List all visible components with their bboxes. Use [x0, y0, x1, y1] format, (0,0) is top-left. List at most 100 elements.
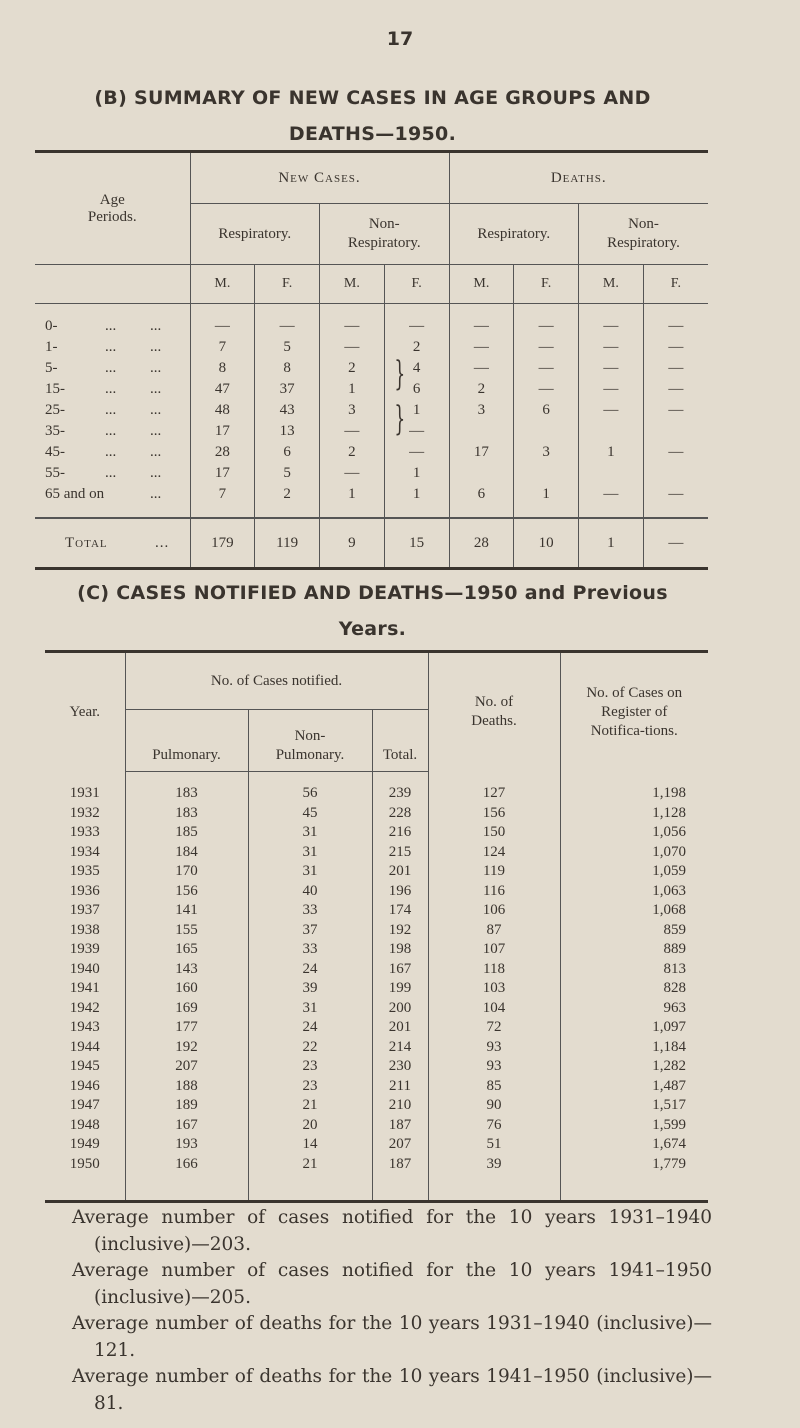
year-cell: 1940 [69, 960, 100, 977]
cell: — [642, 484, 708, 505]
cell: — [642, 379, 708, 400]
deaths-cell: 127 [427, 784, 560, 804]
non-pulmonary-cell: 31 [247, 862, 372, 882]
year-cell: 1937 [69, 902, 100, 918]
header-blank [35, 264, 190, 304]
table-row: 1-...... 7 5—2— — — — [35, 337, 708, 358]
age-period: 1-...... [35, 337, 190, 358]
register-cell: 1,059 [559, 862, 708, 882]
pulmonary-cell: 183 [124, 784, 248, 804]
cell: 8 [189, 358, 255, 379]
table-row: 1932 183 45 228 156 1,128 [45, 803, 708, 823]
cell: 6 [383, 379, 449, 400]
section-b-title: (B) SUMMARY OF NEW CASES IN AGE GROUPS A… [35, 80, 710, 152]
total-cell: 196 [371, 881, 428, 901]
cell: — [448, 337, 514, 358]
total-cell: 167 [371, 959, 428, 979]
cell: 6 [448, 484, 514, 505]
total-cell: 192 [371, 920, 428, 940]
register-cell: 1,128 [559, 803, 708, 823]
table-row: 1936 156 40 196 116 1,063 [45, 881, 708, 901]
cell: 48 [189, 400, 255, 421]
header-non-pulmonary: Non-Pulmonary. [247, 709, 372, 772]
header-m: M. [189, 264, 255, 304]
cases-notified-table: Year. No. of Cases notified. No. of Deat… [45, 650, 708, 1203]
header-respiratory: Respiratory. [448, 203, 579, 265]
deaths-cell: 106 [427, 901, 560, 921]
table-row: 1949 193 14 207 51 1,674 [45, 1135, 708, 1155]
cell: — [383, 442, 449, 463]
leader-dots: ... [105, 423, 117, 439]
non-pulmonary-cell: 23 [247, 1076, 372, 1096]
leader-dots: ... [150, 423, 162, 439]
leader-dots: ... [150, 318, 162, 334]
non-pulmonary-cell: 39 [247, 979, 372, 999]
cell: — [578, 358, 644, 379]
total-cell: 10 [513, 517, 579, 569]
header-pulmonary: Pulmonary. [124, 709, 248, 772]
total-cell: 28 [448, 517, 514, 569]
spacer-row [35, 303, 708, 316]
age-label: 5- [45, 360, 58, 376]
age-label: 35- [45, 423, 65, 439]
age-period: 25-...... [35, 400, 190, 421]
total-cell: 179 [189, 517, 255, 569]
register-cell: 1,056 [559, 823, 708, 843]
age-period: 45-...... [35, 442, 190, 463]
pulmonary-cell: 167 [124, 1115, 248, 1135]
table-row: 5-...... 8 8 2 4— — — — [35, 358, 708, 379]
deaths-cell: 76 [427, 1115, 560, 1135]
header-non-respiratory: Non-Respiratory. [319, 203, 449, 265]
deaths-cell: 124 [427, 842, 560, 862]
age-label: 0- [45, 318, 58, 334]
cell: 8 [254, 358, 320, 379]
pulmonary-cell: 188 [124, 1076, 248, 1096]
non-pulmonary-cell: 31 [247, 823, 372, 843]
cell: 2 [319, 442, 385, 463]
register-cell: 889 [559, 940, 708, 960]
pulmonary-cell: 143 [124, 959, 248, 979]
cell: — [448, 316, 514, 337]
non-pulmonary-cell: 14 [247, 1135, 372, 1155]
register-cell: 1,487 [559, 1076, 708, 1096]
cell: 17 [189, 421, 255, 442]
register-cell: 1,517 [559, 1096, 708, 1116]
table-row: 0-...... — — — — — — — — [35, 316, 708, 337]
pulmonary-cell: 207 [124, 1057, 248, 1077]
cell [513, 421, 579, 442]
age-period: 5-...... [35, 358, 190, 379]
register-cell: 1,068 [559, 901, 708, 921]
leader-dots: ... [150, 465, 162, 481]
cell: — [578, 484, 644, 505]
header-new-cases: New Cases. [189, 151, 449, 204]
table-row: 1950 166 21 187 39 1,779 [45, 1154, 708, 1174]
leader-dots: ... [105, 381, 117, 397]
total-cell: 174 [371, 901, 428, 921]
header-year: Year. [69, 703, 101, 720]
register-cell: 813 [559, 959, 708, 979]
year-cell: 1945 [69, 1058, 100, 1074]
note: Average number of deaths for the 10 year… [72, 1313, 712, 1361]
note: Average number of cases notified for the… [72, 1207, 712, 1255]
cell: 7 [189, 484, 255, 505]
cell: — [642, 358, 708, 379]
pulmonary-cell: 160 [124, 979, 248, 999]
cell: 1 [578, 442, 644, 463]
year-cell: 1944 [69, 1038, 100, 1055]
leader-dots: ... [105, 402, 117, 418]
total-cell: 198 [371, 940, 428, 960]
section-c-title-line2: Years. [338, 618, 407, 640]
deaths-cell: 51 [427, 1135, 560, 1155]
cell: — [513, 316, 579, 337]
cell: 1 [513, 484, 579, 505]
leader-dots: ... [105, 444, 117, 460]
year-cell: 1939 [69, 941, 100, 957]
total-cell: 214 [371, 1037, 428, 1057]
spacer-row [35, 505, 708, 518]
deaths-cell: 150 [427, 823, 560, 843]
register-cell: 859 [559, 920, 708, 940]
table-row: 1933 185 31 216 150 1,056 [45, 823, 708, 843]
cell: 4 [383, 358, 449, 379]
year-cell: 1941 [69, 980, 100, 996]
age-label: 25- [45, 402, 65, 418]
